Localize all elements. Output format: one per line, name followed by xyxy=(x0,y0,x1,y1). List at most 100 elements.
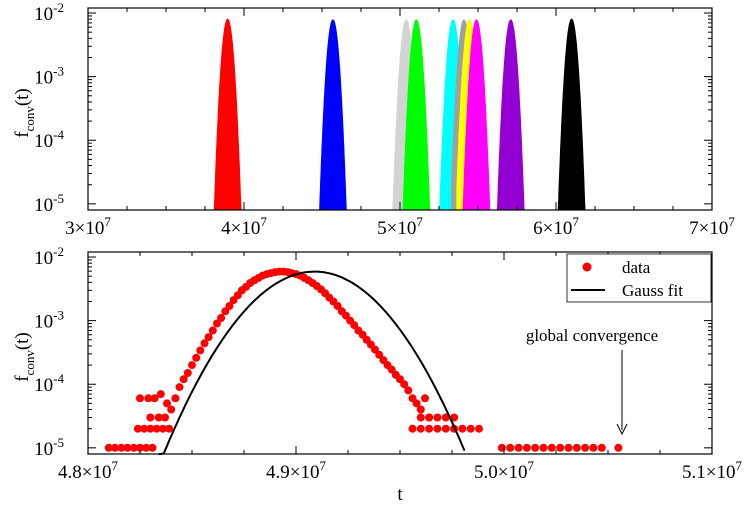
distribution-peak-0 xyxy=(213,18,243,211)
data-point-4 xyxy=(129,443,138,452)
distribution-peak-9 xyxy=(557,18,588,211)
data-point-86 xyxy=(416,424,425,433)
annotation-arrowhead xyxy=(616,423,628,436)
data-point-28 xyxy=(192,353,201,362)
data-point-10 xyxy=(146,424,155,433)
bottom-ylabel: fconv(t) xyxy=(12,332,37,382)
top-plot-area xyxy=(213,18,588,211)
data-point-0 xyxy=(104,443,113,452)
bottom-xtick-label-1: 4.9×107 xyxy=(266,458,326,483)
data-point-18 xyxy=(144,394,153,403)
top-xtick-label-3: 6×107 xyxy=(533,214,579,239)
data-point-27 xyxy=(188,361,196,370)
bottom-plot-area xyxy=(104,267,623,455)
bottom-xlabel: t xyxy=(397,484,403,505)
data-point-11 xyxy=(152,424,161,433)
data-point-16 xyxy=(161,413,169,422)
data-point-36 xyxy=(225,302,234,310)
data-point-20 xyxy=(156,390,165,399)
data-point-79 xyxy=(404,386,413,395)
data-point-25 xyxy=(179,375,188,384)
distribution-peak-1 xyxy=(319,19,348,211)
data-point-83 xyxy=(421,394,429,403)
data-point-102 xyxy=(522,443,531,452)
data-point-19 xyxy=(150,394,159,403)
data-point-13 xyxy=(165,424,174,433)
data-point-85 xyxy=(408,424,417,433)
top-ytick-label-1: 10-3 xyxy=(34,64,64,89)
data-point-110 xyxy=(589,443,598,452)
data-point-87 xyxy=(425,424,434,433)
data-point-104 xyxy=(539,443,548,452)
data-point-111 xyxy=(597,443,606,452)
data-point-9 xyxy=(140,424,149,433)
data-point-31 xyxy=(204,333,213,342)
data-point-78 xyxy=(400,380,409,389)
data-point-3 xyxy=(123,443,132,452)
data-point-105 xyxy=(547,443,556,452)
data-point-92 xyxy=(466,424,475,433)
data-point-103 xyxy=(531,443,540,452)
data-point-100 xyxy=(506,443,515,452)
top-ytick-label-3: 10-5 xyxy=(34,191,64,216)
top-panel: 3×107 4×107 5×107 6×107 7×107 10-2 10-3 10-4 10-… xyxy=(12,0,735,239)
data-point-22 xyxy=(167,405,176,414)
annotation-global-convergence: global convergence xyxy=(526,326,658,345)
top-axis-ticks: 3×107 4×107 5×107 6×107 7×107 10-2 10-3 10-4 10-… xyxy=(34,0,735,239)
data-point-88 xyxy=(433,424,442,433)
data-point-21 xyxy=(163,399,171,408)
legend: data Gauss fit xyxy=(566,253,712,303)
data-point-106 xyxy=(556,443,565,452)
distribution-peak-3 xyxy=(401,19,432,211)
bottom-xtick-label-0: 4.8×107 xyxy=(58,458,118,483)
bottom-ytick-label-1: 10-3 xyxy=(34,308,64,333)
data-point-112 xyxy=(614,443,623,452)
data-point-15 xyxy=(154,413,163,422)
data-point-94 xyxy=(416,413,425,422)
data-point-12 xyxy=(158,424,167,433)
data-point-91 xyxy=(458,424,467,433)
legend-box xyxy=(566,253,712,303)
bottom-ytick-label-0: 10-2 xyxy=(34,244,64,269)
legend-label-data: data xyxy=(622,258,651,277)
bottom-xtick-label-2: 5.0×107 xyxy=(474,458,534,483)
top-ylabel: fconv(t) xyxy=(12,88,37,138)
data-point-82 xyxy=(416,405,425,414)
bottom-ytick-label-2: 10-4 xyxy=(34,371,64,396)
top-xtick-label-0: 3×107 xyxy=(65,214,111,239)
data-point-8 xyxy=(133,424,142,433)
top-ytick-label-0: 10-2 xyxy=(34,0,64,25)
bottom-xtick-label-3: 5.1×107 xyxy=(682,458,742,483)
top-xtick-label-2: 5×107 xyxy=(377,214,423,239)
data-point-17 xyxy=(136,394,144,403)
distribution-peak-8 xyxy=(495,19,525,211)
data-point-34 xyxy=(217,314,226,322)
data-point-81 xyxy=(412,399,421,408)
data-point-99 xyxy=(497,443,506,452)
data-point-98 xyxy=(450,413,459,422)
data-point-29 xyxy=(196,346,205,355)
bottom-ytick-label-3: 10-5 xyxy=(34,435,64,460)
distribution-peak-7 xyxy=(460,19,491,211)
data-point-66 xyxy=(350,321,359,330)
data-point-89 xyxy=(441,424,450,433)
data-point-97 xyxy=(441,413,450,422)
data-point-32 xyxy=(208,326,217,335)
data-point-14 xyxy=(146,413,155,422)
data-point-107 xyxy=(564,443,573,452)
data-point-96 xyxy=(433,413,442,422)
data-point-23 xyxy=(171,394,180,403)
data-point-26 xyxy=(183,369,192,377)
data-point-1 xyxy=(111,443,119,452)
data-point-24 xyxy=(175,383,184,392)
data-point-5 xyxy=(136,443,144,452)
legend-label-gauss-fit: Gauss fit xyxy=(622,281,683,300)
data-point-93 xyxy=(475,424,483,433)
top-xtick-label-4: 7×107 xyxy=(689,214,735,239)
bottom-panel: 4.8×107 4.9×107 5.0×107 5.1×107 10-2 10-3 10-4… xyxy=(12,244,742,505)
top-ytick-label-2: 10-4 xyxy=(34,127,64,152)
top-xtick-label-1: 4×107 xyxy=(221,214,267,239)
data-point-108 xyxy=(572,443,581,452)
data-point-7 xyxy=(148,443,157,452)
